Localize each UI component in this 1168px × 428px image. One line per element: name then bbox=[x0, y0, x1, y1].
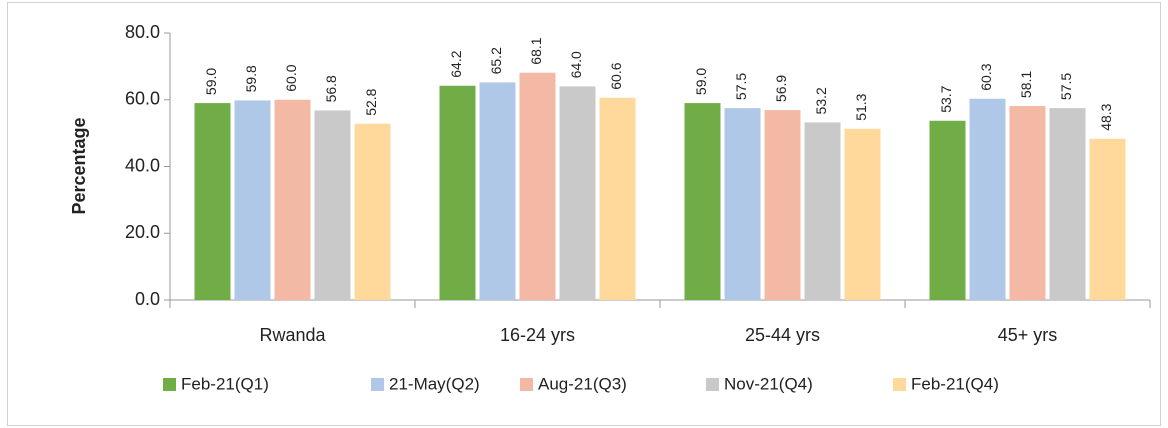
x-tick-label: 25-44 yrs bbox=[745, 325, 820, 345]
bar bbox=[724, 108, 761, 300]
value-label: 59.8 bbox=[243, 65, 259, 92]
y-tick-label: 80.0 bbox=[125, 22, 160, 42]
bar bbox=[519, 72, 556, 300]
x-tick-label: 45+ yrs bbox=[998, 325, 1058, 345]
bar bbox=[804, 122, 841, 300]
value-label: 58.1 bbox=[1018, 71, 1034, 98]
bar bbox=[764, 110, 801, 300]
bar bbox=[354, 123, 391, 300]
value-label: 57.5 bbox=[1058, 73, 1074, 100]
value-label: 65.2 bbox=[488, 47, 504, 74]
legend-label: 21-May(Q2) bbox=[389, 374, 480, 393]
value-label: 52.8 bbox=[363, 88, 379, 115]
legend-swatch bbox=[371, 378, 384, 391]
bar bbox=[274, 99, 311, 300]
value-label: 60.0 bbox=[283, 64, 299, 91]
legend-swatch bbox=[893, 378, 906, 391]
value-label: 57.5 bbox=[733, 73, 749, 100]
legend-label: Feb-21(Q1) bbox=[181, 374, 269, 393]
y-axis-label: Percentage bbox=[69, 117, 89, 214]
value-label: 51.3 bbox=[853, 93, 869, 120]
legend-label: Nov-21(Q4) bbox=[724, 374, 813, 393]
value-label: 53.7 bbox=[938, 85, 954, 112]
legend-label: Feb-21(Q4) bbox=[911, 374, 999, 393]
bar bbox=[314, 110, 351, 301]
bar bbox=[559, 86, 596, 301]
bar bbox=[599, 97, 636, 300]
legend-swatch bbox=[706, 378, 719, 391]
value-label: 64.2 bbox=[448, 50, 464, 77]
bar bbox=[479, 82, 516, 301]
value-label: 59.0 bbox=[693, 68, 709, 95]
y-tick-label: 20.0 bbox=[125, 222, 160, 242]
value-label: 48.3 bbox=[1098, 103, 1114, 130]
value-label: 60.3 bbox=[978, 63, 994, 90]
bar bbox=[969, 98, 1006, 300]
bar bbox=[439, 85, 476, 300]
value-label: 56.8 bbox=[323, 75, 339, 102]
y-tick-label: 40.0 bbox=[125, 155, 160, 175]
bar bbox=[1009, 106, 1046, 300]
bar bbox=[684, 103, 721, 301]
value-label: 53.2 bbox=[813, 87, 829, 114]
bar bbox=[194, 103, 231, 301]
bar bbox=[1089, 138, 1126, 300]
value-label: 60.6 bbox=[608, 62, 624, 89]
value-label: 56.9 bbox=[773, 75, 789, 102]
y-tick-label: 60.0 bbox=[125, 89, 160, 109]
x-tick-label: Rwanda bbox=[259, 325, 326, 345]
legend-swatch bbox=[520, 378, 533, 391]
bar bbox=[234, 100, 271, 300]
legend-label: Aug-21(Q3) bbox=[538, 374, 627, 393]
y-tick-label: 0.0 bbox=[135, 289, 160, 309]
value-label: 59.0 bbox=[203, 68, 219, 95]
legend-swatch bbox=[163, 378, 176, 391]
x-tick-label: 16-24 yrs bbox=[500, 325, 575, 345]
bar bbox=[1049, 108, 1086, 300]
bar bbox=[929, 120, 966, 301]
value-label: 64.0 bbox=[568, 51, 584, 78]
bar bbox=[844, 128, 881, 300]
value-label: 68.1 bbox=[528, 37, 544, 64]
